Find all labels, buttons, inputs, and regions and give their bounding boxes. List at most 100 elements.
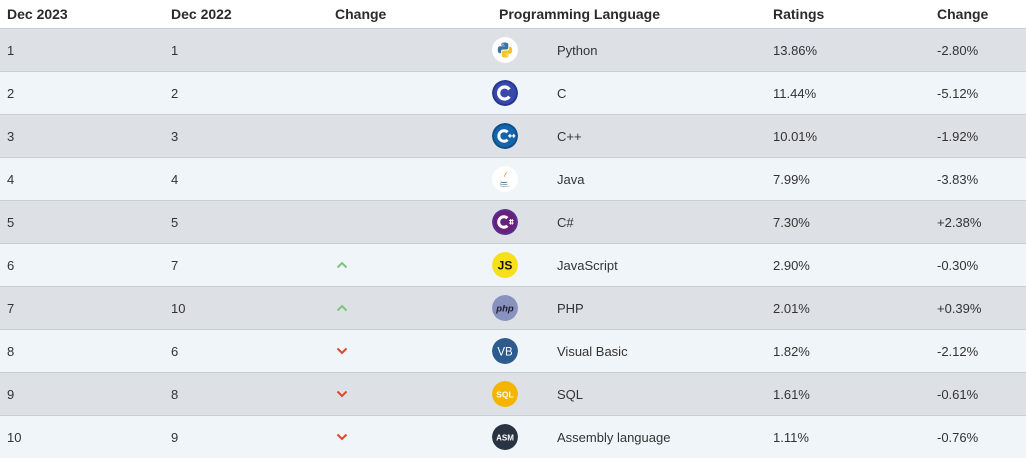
trend-up-icon	[336, 261, 348, 269]
rank-dec-2023: 8	[0, 329, 164, 373]
rank-dec-2022: 7	[164, 243, 328, 287]
rank-dec-2022: 9	[164, 415, 328, 458]
rank-dec-2022: 10	[164, 286, 328, 330]
rating-change-value: -2.80%	[930, 28, 1026, 72]
header-change[interactable]: Change	[328, 0, 492, 29]
table-row: 8 6 VB Visual Basic 1.82% -2.12%	[0, 329, 1026, 373]
rank-dec-2023: 7	[0, 286, 164, 330]
trend-up-icon	[336, 304, 348, 312]
rank-dec-2023: 10	[0, 415, 164, 458]
trend-down-icon	[336, 347, 348, 355]
rating-value: 11.44%	[766, 71, 930, 115]
rank-dec-2022: 6	[164, 329, 328, 373]
rating-value: 1.82%	[766, 329, 930, 373]
visual-basic-logo-text: VB	[497, 347, 513, 359]
rank-dec-2022: 3	[164, 114, 328, 158]
rating-change-value: +0.39%	[930, 286, 1026, 330]
language-logo-cell: ASM	[492, 415, 557, 458]
rating-change-value: -0.76%	[930, 415, 1026, 458]
language-name: SQL	[557, 372, 766, 416]
header-ratings[interactable]: Ratings	[766, 0, 930, 29]
language-name: Visual Basic	[557, 329, 766, 373]
table-row: 6 7 JS JavaScript 2.90% -0.30%	[0, 243, 1026, 287]
language-logo-cell	[492, 71, 557, 115]
rank-dec-2023: 2	[0, 71, 164, 115]
language-logo-cell: JS	[492, 243, 557, 287]
language-logo-cell	[492, 114, 557, 158]
rating-change-value: -0.30%	[930, 243, 1026, 287]
javascript-logo-text: JS	[498, 259, 513, 273]
rank-dec-2022: 2	[164, 71, 328, 115]
header-programming-language[interactable]: Programming Language	[492, 0, 766, 29]
rank-dec-2022: 8	[164, 372, 328, 416]
language-logo-cell	[492, 157, 557, 201]
rating-value: 2.90%	[766, 243, 930, 287]
rating-change-value: -1.92%	[930, 114, 1026, 158]
table-header-row: Dec 2023 Dec 2022 Change Programming Lan…	[0, 0, 1026, 29]
language-name: JavaScript	[557, 243, 766, 287]
rank-change-cell	[328, 114, 492, 158]
rank-change-cell	[328, 71, 492, 115]
rank-change-cell	[328, 200, 492, 244]
rank-change-cell	[328, 28, 492, 72]
rank-change-cell	[328, 372, 492, 416]
rating-change-value: -2.12%	[930, 329, 1026, 373]
language-logo-cell: VB	[492, 329, 557, 373]
assembly-logo-text: ASM	[496, 433, 514, 442]
table-row: 10 9 ASM Assembly language 1.11% -0.76%	[0, 415, 1026, 458]
language-name: C	[557, 71, 766, 115]
rank-dec-2023: 5	[0, 200, 164, 244]
python-logo-icon	[492, 37, 518, 63]
language-logo-cell: php	[492, 286, 557, 330]
cpp-logo-icon	[492, 123, 518, 149]
c-logo-icon	[492, 80, 518, 106]
rating-value: 13.86%	[766, 28, 930, 72]
rank-dec-2022: 5	[164, 200, 328, 244]
header-dec-2022[interactable]: Dec 2022	[164, 0, 328, 29]
rating-value: 10.01%	[766, 114, 930, 158]
table-row: 9 8 SQL SQL 1.61% -0.61%	[0, 372, 1026, 416]
rating-value: 1.11%	[766, 415, 930, 458]
assembly-logo-icon: ASM	[492, 424, 518, 450]
sql-logo-icon: SQL	[492, 381, 518, 407]
php-logo-text: php	[495, 304, 514, 315]
language-name: Assembly language	[557, 415, 766, 458]
rank-dec-2023: 3	[0, 114, 164, 158]
language-logo-cell	[492, 28, 557, 72]
javascript-logo-icon: JS	[492, 252, 518, 278]
rating-change-value: -5.12%	[930, 71, 1026, 115]
language-name: Java	[557, 157, 766, 201]
language-logo-cell: SQL	[492, 372, 557, 416]
rating-change-value: -0.61%	[930, 372, 1026, 416]
language-name: C#	[557, 200, 766, 244]
php-logo-icon: php	[492, 295, 518, 321]
table-row: 4 4 Java 7.99% -3.83%	[0, 157, 1026, 201]
rank-change-cell	[328, 415, 492, 458]
rating-change-value: +2.38%	[930, 200, 1026, 244]
language-name: Python	[557, 28, 766, 72]
rank-dec-2022: 1	[164, 28, 328, 72]
rating-value: 1.61%	[766, 372, 930, 416]
table-row: 3 3 C++ 10.01% -1.92%	[0, 114, 1026, 158]
csharp-logo-icon	[492, 209, 518, 235]
sql-logo-text: SQL	[496, 390, 513, 400]
header-change-percent[interactable]: Change	[930, 0, 1026, 29]
rank-dec-2023: 6	[0, 243, 164, 287]
language-logo-cell	[492, 200, 557, 244]
rank-change-cell	[328, 243, 492, 287]
java-logo-icon	[492, 166, 518, 192]
header-dec-2023[interactable]: Dec 2023	[0, 0, 164, 29]
rating-value: 7.99%	[766, 157, 930, 201]
rating-change-value: -3.83%	[930, 157, 1026, 201]
rating-value: 2.01%	[766, 286, 930, 330]
language-name: PHP	[557, 286, 766, 330]
table-row: 1 1 Python 13.86% -2.80%	[0, 28, 1026, 72]
trend-down-icon	[336, 390, 348, 398]
visual-basic-logo-icon: VB	[492, 338, 518, 364]
table-row: 5 5 C# 7.30% +2.38%	[0, 200, 1026, 244]
language-name: C++	[557, 114, 766, 158]
rank-dec-2023: 4	[0, 157, 164, 201]
table-row: 2 2 C 11.44% -5.12%	[0, 71, 1026, 115]
table-row: 7 10 php PHP 2.01% +0.39%	[0, 286, 1026, 330]
